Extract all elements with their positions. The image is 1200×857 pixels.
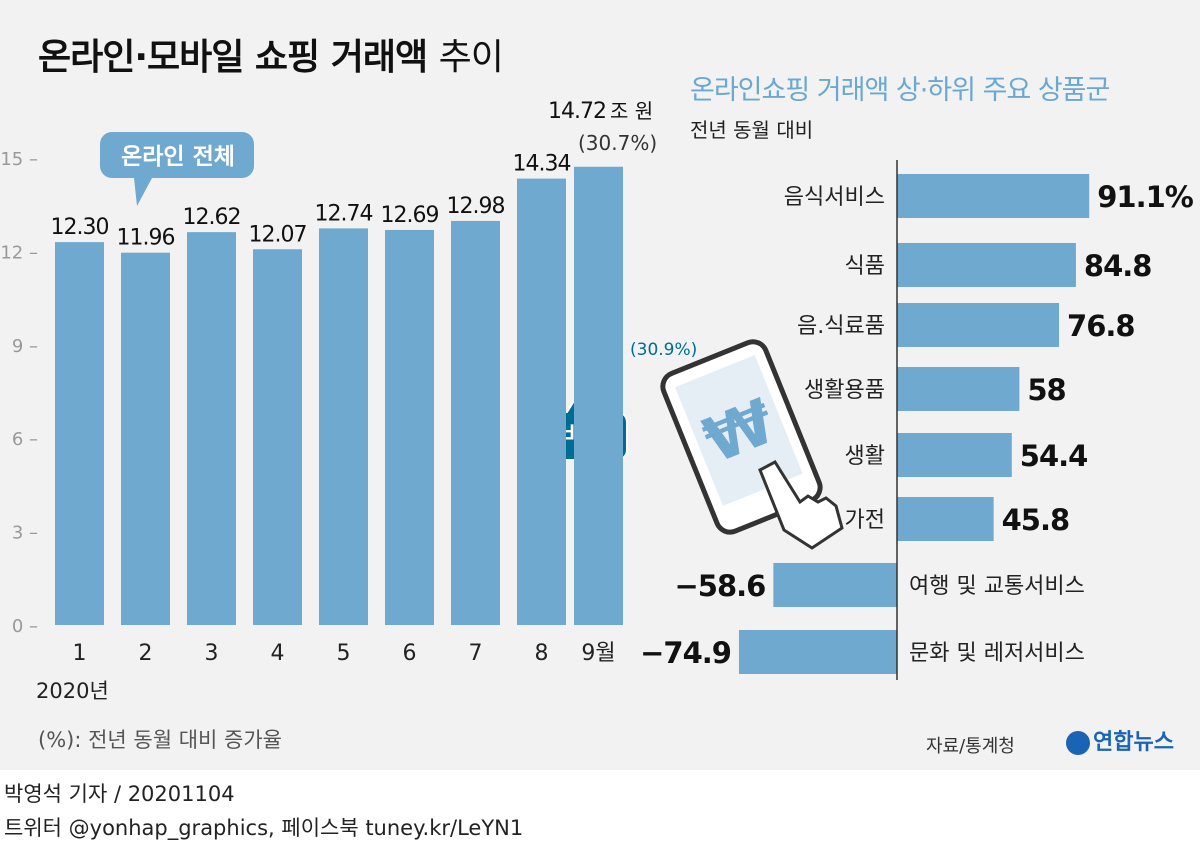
category-bar — [897, 303, 1060, 347]
y-tick-label: 3 – — [12, 523, 38, 544]
online-value-label: 12.30 — [51, 215, 109, 240]
x-tick-label: 4 — [271, 641, 285, 666]
category-bar — [897, 367, 1020, 411]
phone-illustration: ₩ — [660, 339, 844, 550]
category-label: 음식서비스 — [784, 185, 885, 210]
online-value-label: 11.96 — [117, 226, 175, 251]
byline: 박영석 기자 / 20201104 — [4, 782, 235, 806]
category-bar — [897, 497, 994, 541]
category-bar — [738, 630, 897, 674]
x-tick-label: 5 — [337, 641, 351, 666]
category-value: −74.9 — [640, 636, 731, 670]
category-label: 음.식료품 — [797, 314, 885, 339]
online-value-label: 12.74 — [315, 201, 373, 226]
y-tick-label: 0 – — [12, 616, 38, 637]
category-value: 76.8 — [1067, 309, 1135, 343]
online-bar — [385, 229, 434, 625]
category-label: 생활용품 — [804, 378, 885, 403]
social-links: 트위터 @yonhap_graphics, 페이스북 tuney.kr/LeYN… — [4, 816, 524, 840]
yonhap-logo: 연합뉴스 — [1066, 724, 1174, 756]
charts-svg: −74.9 문화 및 레저서비스 −58.6 여행 및 교통서비스 45.8 가전 54.4… — [0, 99, 1194, 703]
source: 자료/통계청 — [926, 736, 1015, 757]
online-value-label: 12.07 — [249, 222, 307, 247]
online-value-label: 12.98 — [447, 194, 505, 219]
category-value: 45.8 — [1002, 503, 1070, 537]
total-unit-label: 조 원 — [610, 99, 653, 123]
category-bar — [897, 433, 1012, 477]
online-bubble — [100, 132, 254, 206]
category-label: 가전 — [845, 508, 885, 533]
logo-icon — [1066, 731, 1090, 755]
category-value: 84.8 — [1084, 249, 1152, 283]
online-bar — [55, 242, 104, 625]
online-bar — [451, 220, 500, 625]
y-tick-label: 15 – — [0, 149, 38, 170]
online-bar — [517, 178, 566, 625]
page-title: 온라인·모바일 쇼핑 거래액 추이 — [38, 37, 504, 78]
online-value-label: 14.34 — [513, 152, 571, 177]
x-tick-label: 1 — [73, 641, 87, 666]
category-value: 58 — [1027, 373, 1065, 407]
hand-cursor-icon — [758, 460, 844, 550]
year-label: 2020년 — [36, 679, 109, 703]
category-label: 문화 및 레저서비스 — [909, 641, 1085, 666]
y-tick-label: 12 – — [0, 242, 38, 263]
category-bar — [773, 563, 897, 607]
online-bar — [187, 232, 236, 625]
online-bubble-label: 온라인 전체 — [121, 144, 235, 170]
x-tick-label: 7 — [469, 641, 483, 666]
category-label: 식품 — [845, 254, 885, 279]
category-label: 생활 — [845, 444, 885, 469]
category-bar — [897, 174, 1090, 218]
category-value: 54.4 — [1020, 439, 1088, 473]
x-tick-label: 2 — [139, 641, 153, 666]
y-tick-label: 6 – — [12, 429, 38, 450]
online-bar — [253, 249, 302, 625]
category-bar — [897, 243, 1076, 287]
footnote: (%): 전년 동월 대비 증가율 — [38, 728, 282, 752]
category-label: 여행 및 교통서비스 — [909, 574, 1085, 599]
online-bar — [121, 252, 170, 626]
x-tick-label: 9월 — [581, 641, 615, 666]
right-chart-title: 온라인쇼핑 거래액 상·하위 주요 상품군 — [690, 75, 1110, 106]
mobile-pct-label: (30.9%) — [630, 340, 697, 360]
x-tick-label: 8 — [535, 641, 549, 666]
y-tick-label: 9 – — [12, 336, 38, 357]
online-value-label: 12.69 — [381, 203, 439, 228]
online-value-label: 12.62 — [183, 205, 241, 230]
online-bar — [574, 166, 623, 625]
category-value: 91.1% — [1097, 180, 1194, 214]
online-value-label: 14.72 — [548, 99, 606, 124]
category-value: −58.6 — [674, 569, 765, 603]
total-pct-label: (30.7%) — [578, 131, 657, 155]
x-tick-label: 6 — [403, 641, 417, 666]
right-chart-subtitle: 전년 동월 대비 — [690, 118, 814, 142]
online-bar — [319, 228, 368, 625]
x-tick-label: 3 — [205, 641, 219, 666]
